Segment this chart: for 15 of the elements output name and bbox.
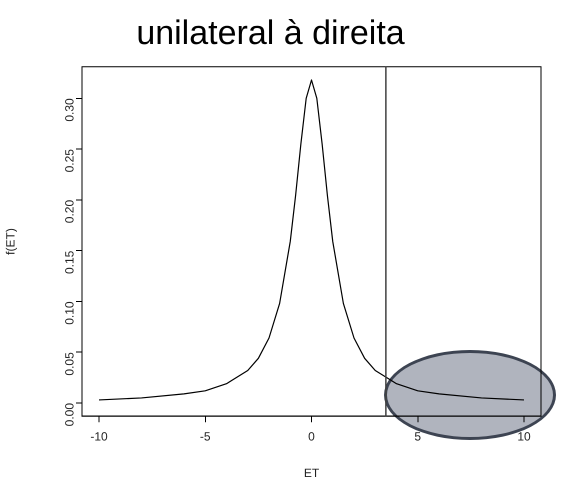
x-tick-label: 10: [517, 430, 531, 444]
x-tick-label: -10: [90, 430, 108, 444]
y-tick-label: 0.05: [62, 352, 76, 376]
y-tick-label: 0.20: [62, 200, 76, 224]
y-tick-label: 0.10: [62, 301, 76, 325]
y-tick-label: 0.30: [62, 98, 76, 122]
y-tick-label: 0.00: [62, 402, 76, 426]
chart-title: unilateral à direita: [136, 14, 405, 52]
y-axis-title: f(ET): [4, 228, 18, 255]
x-tick-label: 0: [308, 430, 316, 444]
y-tick-label: 0.25: [62, 148, 76, 172]
x-axis-title: ET: [304, 466, 320, 480]
y-tick-label: 0.15: [62, 250, 76, 274]
x-tick-label: -5: [200, 430, 211, 444]
x-tick-label: 5: [414, 430, 422, 444]
